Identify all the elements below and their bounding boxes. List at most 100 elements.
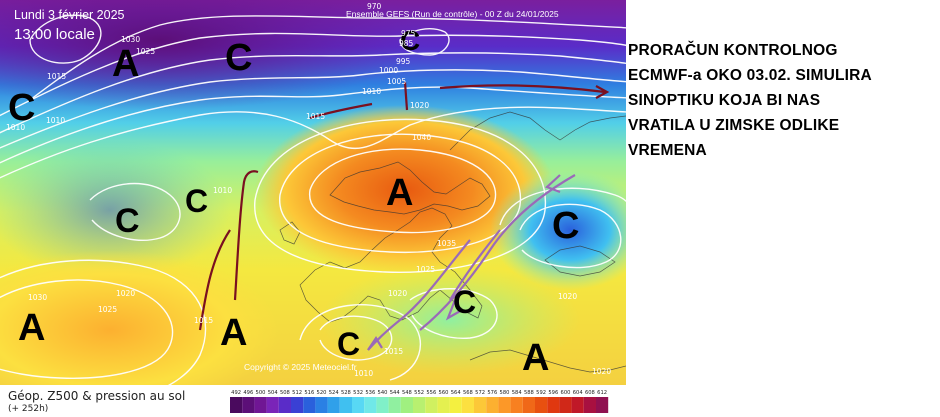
scale-swatch <box>303 397 316 413</box>
eastern-low-shading <box>490 170 626 290</box>
svg-text:1025: 1025 <box>136 47 155 56</box>
scale-swatch <box>547 397 560 413</box>
svg-text:1030: 1030 <box>28 293 47 302</box>
caption-line: VREMENA <box>628 142 707 159</box>
scale-tick-label: 600 <box>561 390 571 396</box>
scale-tick-label: 612 <box>597 390 607 396</box>
caption-line: SINOPTIKU KOJA BI NAS <box>628 92 821 109</box>
svg-text:1020: 1020 <box>592 367 611 376</box>
scale-tick-label: 564 <box>451 390 462 396</box>
scale-tick-label: 540 <box>378 390 388 396</box>
scale-swatch <box>413 397 426 413</box>
scale-swatch <box>339 397 352 413</box>
scale-tick-label: 532 <box>353 390 363 396</box>
svg-text:1000: 1000 <box>379 66 398 75</box>
high-center: A <box>18 307 45 349</box>
scale-tick-label: 500 <box>256 390 266 396</box>
low-center: C <box>185 183 208 219</box>
svg-text:1035: 1035 <box>437 239 456 248</box>
scale-tick-label: 528 <box>341 390 351 396</box>
scale-swatch <box>596 397 609 413</box>
svg-text:1020: 1020 <box>410 101 429 110</box>
scale-swatch <box>352 397 365 413</box>
scale-swatch <box>559 397 572 413</box>
svg-text:1025: 1025 <box>98 305 117 314</box>
low-center: C <box>337 326 360 362</box>
scale-tick-label: 536 <box>365 390 375 396</box>
scale-swatch <box>388 397 401 413</box>
scale-tick-label: 592 <box>536 390 546 396</box>
southwest-high-shading <box>0 250 280 385</box>
scale-swatch <box>315 397 328 413</box>
scale-tick-label: 568 <box>463 390 473 396</box>
low-center: C <box>8 87 35 129</box>
svg-text:1015: 1015 <box>194 316 213 325</box>
scale-tick-label: 560 <box>439 390 449 396</box>
atlantic-trough-shading <box>0 140 230 280</box>
scale-swatch <box>230 397 243 413</box>
scale-tick-label: 604 <box>573 390 584 396</box>
scale-tick-label: 556 <box>426 390 436 396</box>
low-center: C <box>115 202 140 240</box>
svg-text:1010: 1010 <box>213 186 232 195</box>
scale-tick-label: 572 <box>475 390 485 396</box>
weather-map: A A A A A C C C C C C C C 1030 1025 1015… <box>0 0 626 385</box>
svg-text:1005: 1005 <box>387 77 406 86</box>
color-scale: 492 496 500 504 508 512 516 520 524 528 532 536 540 5… <box>230 390 609 413</box>
scale-tick-label: 548 <box>402 390 412 396</box>
scale-tick-label: 504 <box>268 390 279 396</box>
scale-tick-label: 608 <box>585 390 595 396</box>
scale-swatch <box>498 397 511 413</box>
coastlines <box>279 111 626 373</box>
scale-swatch <box>437 397 450 413</box>
svg-text:1010: 1010 <box>6 123 25 132</box>
scale-swatch <box>376 397 389 413</box>
map-date-label: Lundi 3 février 2025 <box>14 8 125 22</box>
scale-swatch <box>510 397 523 413</box>
scale-swatch <box>535 397 548 413</box>
high-center: A <box>522 337 549 379</box>
low-center: C <box>400 25 420 56</box>
scale-swatch <box>522 397 535 413</box>
low-center: C <box>453 284 476 320</box>
scale-tick-label: 576 <box>487 390 497 396</box>
svg-text:985: 985 <box>399 39 414 48</box>
svg-text:1015: 1015 <box>47 72 66 81</box>
svg-text:1010: 1010 <box>46 116 65 125</box>
legend-bar: Géop. Z500 & pression au sol (+ 252h) 49… <box>0 385 626 417</box>
scale-tick-label: 552 <box>414 390 424 396</box>
scale-swatch <box>571 397 584 413</box>
copyright-label: Copyright © 2025 Meteociel.fr <box>244 362 357 372</box>
svg-text:1010: 1010 <box>362 87 381 96</box>
pressure-center-labels: A A A A A C C C C C C C C <box>8 25 579 379</box>
scale-swatch <box>400 397 413 413</box>
scale-tick-label: 516 <box>304 390 314 396</box>
svg-text:1015: 1015 <box>306 112 325 121</box>
scale-tick-label: 580 <box>500 390 510 396</box>
svg-text:1030: 1030 <box>121 35 140 44</box>
polar-vortex-shading <box>0 0 420 110</box>
model-run-label: Ensemble GEFS (Run de contrôle) - 00 Z d… <box>346 9 559 19</box>
scale-tick-label: 584 <box>512 390 523 396</box>
scale-swatch <box>461 397 474 413</box>
svg-text:975: 975 <box>401 29 416 38</box>
svg-text:1040: 1040 <box>412 133 431 142</box>
caption-line: ECMWF-a OKO 03.02. SIMULIRA <box>628 67 872 84</box>
scale-tick-label: 524 <box>329 390 340 396</box>
scale-swatch <box>449 397 462 413</box>
high-center: A <box>386 172 413 214</box>
map-time-label: 13:00 locale <box>14 26 95 43</box>
scale-swatch <box>364 397 377 413</box>
svg-text:1010: 1010 <box>354 369 373 378</box>
svg-text:1025: 1025 <box>416 265 435 274</box>
scale-swatch <box>242 397 255 413</box>
scale-tick-label: 544 <box>390 390 401 396</box>
scale-tick-label: 496 <box>243 390 253 396</box>
legend-subtitle: (+ 252h) <box>8 404 49 414</box>
scale-swatch <box>583 397 596 413</box>
scale-swatch <box>278 397 291 413</box>
mediterranean-shading <box>320 265 580 375</box>
high-center: A <box>220 312 247 354</box>
scale-swatch <box>327 397 340 413</box>
svg-text:1020: 1020 <box>558 292 577 301</box>
